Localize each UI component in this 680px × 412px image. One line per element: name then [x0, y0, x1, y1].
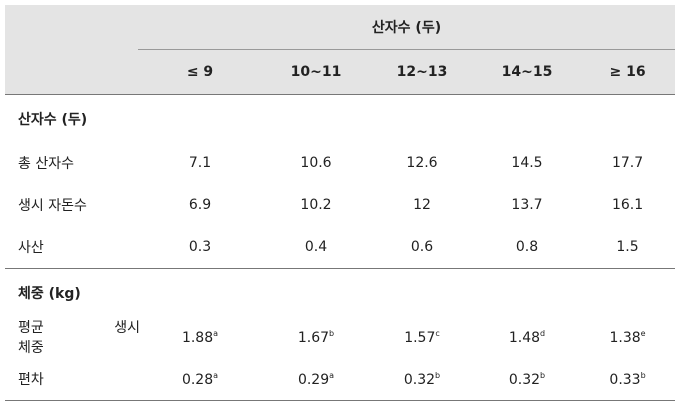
cell-value: 0.28 [181, 371, 214, 388]
column-header: 14~15 [474, 49, 580, 95]
cell-value: 17.7 [611, 155, 644, 171]
cell: 10.2 [262, 184, 370, 226]
cell: 0.4 [262, 226, 370, 269]
cell-value: 1.67 [297, 329, 330, 346]
column-header: ≤ 9 [138, 49, 262, 95]
cell: 12.6 [370, 142, 474, 184]
cell-value: 10.2 [300, 197, 332, 213]
cell: 6.9 [138, 184, 262, 226]
row-label: 총 산자수 [5, 142, 138, 184]
cell-value: 0.33 [609, 371, 641, 388]
data-row: 편차 0.28a 0.29a 0.32b 0.32b 0.33b [5, 358, 676, 401]
data-row: 총 산자수 7.1 10.6 12.6 14.5 17.7 [5, 142, 675, 184]
cell-value: 6.9 [188, 197, 212, 213]
cell-value: 0.6 [410, 239, 434, 255]
cell: 0.29a [262, 358, 370, 401]
cell: 16.1 [580, 184, 675, 226]
superscript: a [329, 370, 335, 380]
cell: 0.6 [370, 226, 474, 269]
label-line: 생시 자돈수 [18, 198, 87, 214]
row-label: 생시 자돈수 [5, 184, 138, 226]
cell: 1.67b [262, 316, 370, 358]
header-row: ≤ 9 10~11 12~13 14~15 ≥ 16 [5, 49, 676, 95]
data-table: 산자수 (두) ≤ 9 10~11 12~13 14~15 ≥ 16 산자수 (두) 총 … [5, 5, 676, 401]
cell-value: 0.3 [188, 239, 212, 255]
cell: 1.57c [370, 316, 474, 358]
cell-value: 0.29 [297, 371, 330, 388]
section-row: 체중 (kg) [5, 268, 676, 316]
superscript: b [540, 370, 546, 380]
cell: 14.5 [474, 142, 580, 184]
cell: 1.5 [580, 226, 675, 269]
cell: 0.3 [138, 226, 262, 269]
superscript: a [213, 328, 219, 338]
label-line: 총 산자수 [18, 156, 74, 172]
cell: 10.6 [262, 142, 370, 184]
section-row: 산자수 (두) [5, 95, 675, 143]
cell-value: 1.38 [609, 329, 641, 346]
cell: 1.48d [474, 316, 580, 358]
cell-value: 10.6 [300, 155, 332, 171]
row-label: 사산 [5, 226, 138, 269]
table-body: 산자수 (두) ≤ 9 10~11 12~13 14~15 ≥ 16 산자수 (두) 총 … [5, 5, 676, 401]
cell-value: 16.1 [611, 197, 644, 213]
label-line: 편차 [18, 372, 44, 388]
superscript: b [640, 370, 646, 380]
cell: 13.7 [474, 184, 580, 226]
cell-value: 0.32 [403, 371, 436, 388]
header-row: 산자수 (두) [5, 5, 676, 50]
cell-value: 1.5 [616, 239, 639, 255]
cell: 0.32b [370, 358, 474, 401]
cell-value: 1.57 [404, 329, 436, 346]
cell: 12 [370, 184, 474, 226]
cell-value: 12 [413, 197, 431, 213]
cell: 17.7 [580, 142, 675, 184]
row-label: 편차 [5, 358, 138, 401]
cell-value: 0.4 [304, 239, 328, 255]
superscript: b [329, 328, 335, 338]
superscript: a [213, 370, 219, 380]
cell: 0.8 [474, 226, 580, 269]
cell: 0.33b [580, 358, 676, 401]
cell: 1.38e [580, 316, 675, 358]
cell: 0.28a [138, 358, 262, 401]
header-corner [5, 5, 138, 50]
group-header: 산자수 (두) [138, 5, 676, 50]
cell-value: 13.7 [511, 197, 543, 213]
superscript: c [435, 328, 440, 338]
column-header: ≥ 16 [580, 49, 676, 95]
superscript: d [540, 328, 546, 338]
cell: 1.88a [138, 316, 262, 358]
cell-value: 7.1 [188, 155, 212, 171]
cell: 0.32b [474, 358, 580, 401]
cell-value: 1.48 [508, 329, 541, 346]
superscript: b [435, 370, 441, 380]
section-title: 체중 (kg) [5, 268, 676, 316]
header-corner [5, 49, 138, 95]
cell-value: 0.32 [508, 371, 541, 388]
data-row: 평균 생시 체중 1.88a 1.67b 1.57c 1.48d 1.38e [5, 316, 675, 358]
label-line: 체중 [18, 340, 44, 356]
cell-value: 0.8 [515, 239, 539, 255]
cell-value: 12.6 [406, 155, 438, 171]
column-header: 10~11 [262, 49, 370, 95]
section-title: 산자수 (두) [18, 111, 88, 128]
cell-value: 1.88 [181, 329, 214, 346]
column-header: 12~13 [370, 49, 474, 95]
cell-value: 14.5 [511, 155, 543, 171]
superscript: e [640, 328, 646, 338]
cell: 7.1 [138, 142, 262, 184]
data-row: 생시 자돈수 6.9 10.2 12 13.7 16.1 [5, 184, 675, 226]
label-line: 사산 [18, 240, 44, 256]
data-row: 사산 0.3 0.4 0.6 0.8 1.5 [5, 226, 675, 269]
label-line: 평균 생시 [18, 320, 140, 336]
